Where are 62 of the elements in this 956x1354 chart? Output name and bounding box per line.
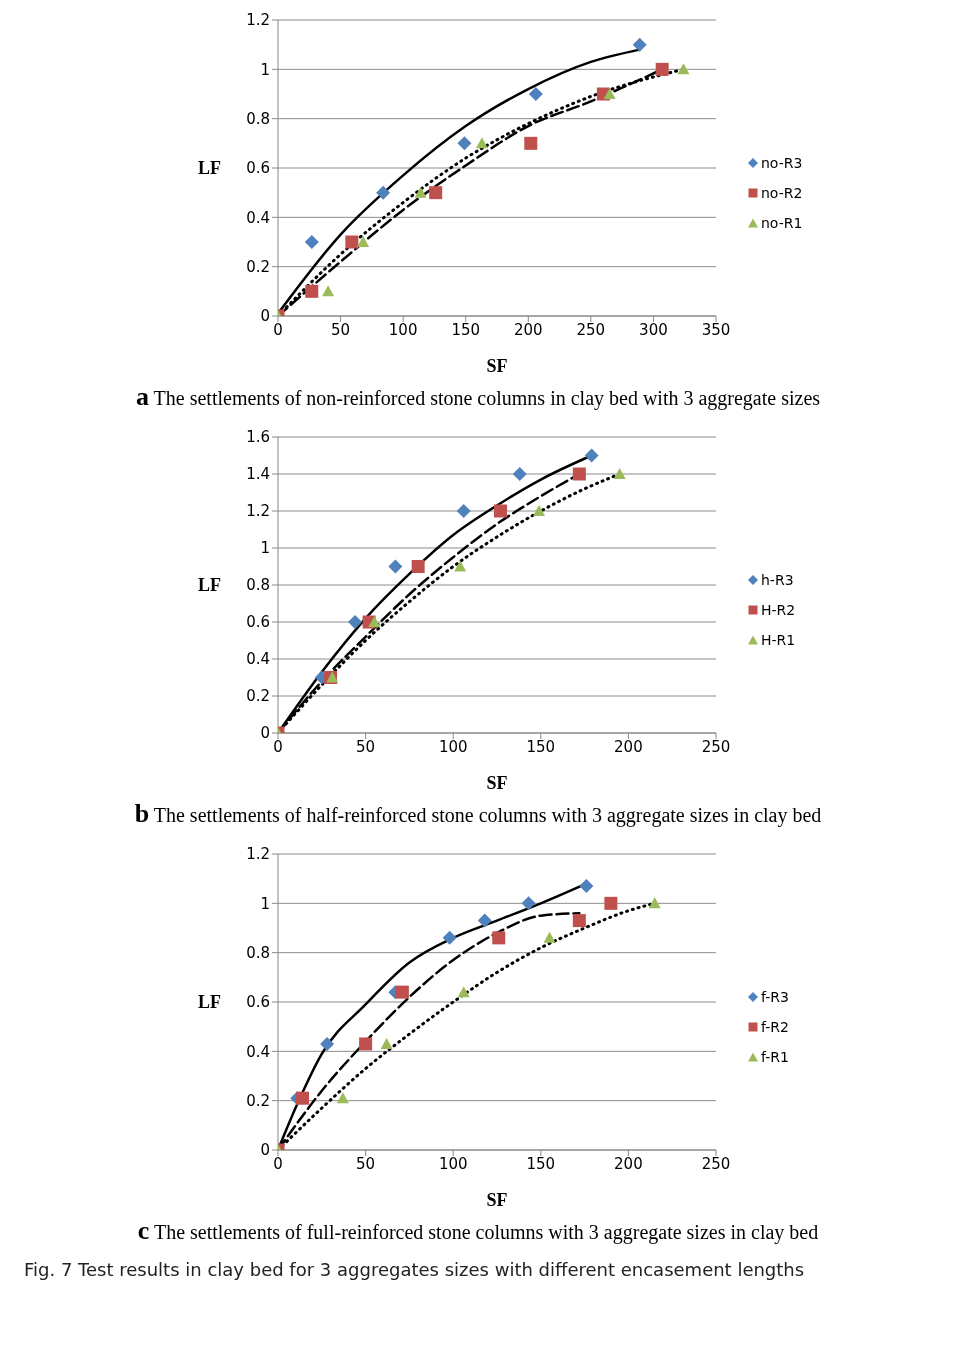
y-axis-title: LF xyxy=(198,992,222,1013)
y-axis-title: LF xyxy=(198,575,222,596)
x-axis-title: SF xyxy=(486,773,508,793)
x-tick-label: 150 xyxy=(526,737,556,756)
x-tick-label: 200 xyxy=(614,1154,643,1173)
legend-label: no-R3 xyxy=(761,155,803,171)
x-tick-label: 200 xyxy=(614,737,643,756)
y-tick-label: 0.8 xyxy=(246,109,270,128)
y-tick-label: 0 xyxy=(260,724,270,743)
legend-label: H-R2 xyxy=(761,602,796,618)
x-tick-label: 100 xyxy=(438,737,468,756)
y-tick-label: 1.4 xyxy=(246,465,270,484)
legend-label: H-R1 xyxy=(761,632,796,648)
x-tick-label: 150 xyxy=(451,320,481,339)
x-tick-label: 100 xyxy=(438,1154,468,1173)
y-tick-label: 0.8 xyxy=(246,943,270,962)
y-tick-label: 1 xyxy=(260,539,270,558)
x-axis-title: SF xyxy=(486,1190,508,1210)
x-tick-label: 0 xyxy=(273,737,283,756)
text: a The settlements of non-reinforced stone columns in clay bed with 3 aggregate sizes xyxy=(134,381,822,413)
x-tick-label: 50 xyxy=(356,737,376,756)
text: c The settlements of full-reinforced stone columns with 3 aggregate sizes in clay bed xyxy=(136,1215,820,1247)
legend-label: no-R1 xyxy=(761,215,803,231)
y-tick-label: 0.8 xyxy=(246,576,270,595)
legend-label: f-R2 xyxy=(761,1019,789,1035)
legend-label: no-R2 xyxy=(761,185,803,201)
x-tick-label: 300 xyxy=(639,320,668,339)
y-axis-title: LF xyxy=(198,158,222,179)
x-tick-label: 250 xyxy=(701,737,731,756)
y-tick-label: 0 xyxy=(260,1141,270,1160)
y-tick-label: 0 xyxy=(260,307,270,326)
legend-label: f-R1 xyxy=(761,1049,789,1065)
y-tick-label: 0.4 xyxy=(246,650,270,669)
legend-label: h-R3 xyxy=(761,572,794,588)
x-tick-label: 0 xyxy=(273,1154,283,1173)
y-tick-label: 0.6 xyxy=(246,993,270,1012)
y-tick-label: 0.4 xyxy=(246,1042,270,1061)
x-tick-label: 0 xyxy=(273,320,283,339)
y-tick-label: 0.2 xyxy=(246,257,270,276)
x-tick-label: 200 xyxy=(513,320,543,339)
x-axis-title: SF xyxy=(486,356,508,376)
x-tick-label: 350 xyxy=(701,320,731,339)
text: b The settlements of half-reinforced stone columns with 3 aggregate sizes in clay bed xyxy=(133,798,823,830)
y-tick-label: 1.6 xyxy=(246,428,270,447)
y-tick-label: 1.2 xyxy=(246,502,270,521)
y-tick-label: 1.2 xyxy=(246,845,270,864)
x-tick-label: 250 xyxy=(701,1154,731,1173)
y-tick-label: 0.2 xyxy=(246,1091,270,1110)
x-tick-label: 150 xyxy=(526,1154,556,1173)
y-tick-label: 0.6 xyxy=(246,159,270,178)
y-tick-label: 1 xyxy=(260,60,270,79)
y-tick-label: 0.6 xyxy=(246,613,270,632)
x-tick-label: 50 xyxy=(331,320,351,339)
y-tick-label: 0.2 xyxy=(246,687,270,706)
y-tick-label: 1 xyxy=(260,894,270,913)
y-tick-label: 1.2 xyxy=(246,11,270,30)
x-tick-label: 50 xyxy=(356,1154,376,1173)
x-tick-label: 250 xyxy=(576,320,606,339)
x-tick-label: 100 xyxy=(388,320,418,339)
y-tick-label: 0.4 xyxy=(246,208,270,227)
legend-label: f-R3 xyxy=(761,989,789,1005)
caption: Fig. 7 Test results in clay bed for 3 aggregates sizes with different encasement lengths xyxy=(24,1259,806,1280)
